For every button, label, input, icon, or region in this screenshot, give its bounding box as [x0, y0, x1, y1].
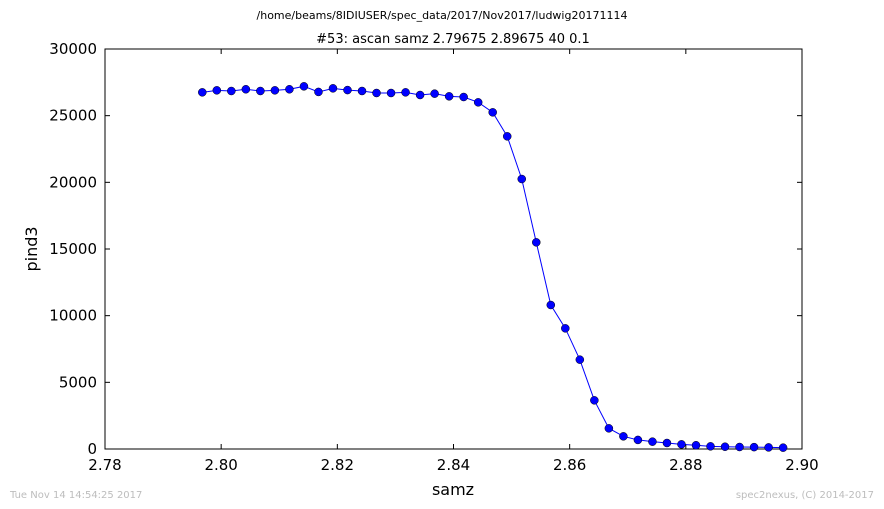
data-point — [633, 435, 643, 445]
data-point — [343, 85, 352, 95]
data-point — [270, 86, 280, 95]
y-tick-label: 0 — [87, 440, 97, 458]
x-axis-ticks: 2.78 2.80 2.82 2.84 2.86 2.88 2.90 — [88, 49, 819, 474]
plot-frame — [104, 48, 803, 450]
x-tick-label: 2.78 — [88, 456, 121, 474]
y-tick-label: 30000 — [49, 40, 97, 58]
data-point — [212, 86, 222, 95]
data-point — [677, 440, 686, 449]
data-point — [619, 432, 628, 441]
data-point — [488, 108, 497, 117]
data-point — [575, 355, 585, 364]
data-point — [357, 86, 367, 96]
data-point — [590, 396, 599, 405]
data-point — [314, 87, 323, 97]
x-tick-label: 2.90 — [785, 456, 818, 474]
data-point — [764, 443, 773, 452]
data-point — [561, 324, 570, 333]
y-tick-label: 5000 — [59, 373, 97, 391]
data-point — [459, 92, 468, 102]
chart-title: #53: ascan samz 2.79675 2.89675 40 0.1 — [316, 32, 590, 47]
x-tick-label: 2.82 — [321, 456, 354, 474]
plot-area — [104, 48, 803, 450]
data-point — [604, 424, 614, 433]
x-axis-label: samz — [432, 480, 474, 499]
data-point — [473, 98, 483, 107]
x-tick-label: 2.88 — [669, 456, 702, 474]
data-point — [720, 442, 730, 451]
data-point — [372, 88, 381, 98]
y-tick-label: 15000 — [49, 240, 97, 258]
data-point — [691, 441, 701, 450]
y-tick-label: 25000 — [49, 107, 97, 125]
data-point — [285, 85, 294, 94]
x-tick-label: 2.80 — [204, 456, 237, 474]
data-point — [517, 174, 526, 184]
data-point — [502, 132, 512, 141]
y-axis-label: pind3 — [22, 226, 41, 271]
data-point — [328, 84, 338, 93]
data-point — [241, 85, 251, 94]
data-point — [227, 86, 236, 96]
y-tick-label: 10000 — [49, 307, 97, 325]
data-point — [749, 442, 759, 452]
data-point — [256, 86, 265, 96]
footer-timestamp: Tue Nov 14 14:54:25 2017 — [9, 490, 142, 501]
data-point — [386, 88, 396, 98]
data-point — [735, 442, 744, 452]
data-point — [401, 88, 410, 97]
data-point — [198, 88, 207, 97]
data-point — [299, 82, 309, 91]
data-point — [546, 300, 556, 310]
figure-suptitle: /home/beams/8IDIUSER/spec_data/2017/Nov2… — [257, 9, 628, 22]
data-point — [648, 437, 657, 446]
data-point — [706, 442, 715, 451]
y-axis-ticks: 0 5000 10000 15000 20000 25000 30000 — [49, 40, 802, 458]
series-layer — [198, 82, 788, 452]
data-point — [532, 238, 541, 247]
y-tick-label: 20000 — [49, 173, 97, 191]
data-point — [662, 438, 672, 448]
data-point — [778, 443, 788, 452]
data-point — [444, 92, 454, 101]
x-tick-label: 2.84 — [437, 456, 470, 474]
footer-credit: spec2nexus, (C) 2014-2017 — [736, 490, 874, 501]
data-point — [415, 90, 425, 100]
x-tick-label: 2.86 — [553, 456, 586, 474]
data-point — [430, 89, 439, 98]
